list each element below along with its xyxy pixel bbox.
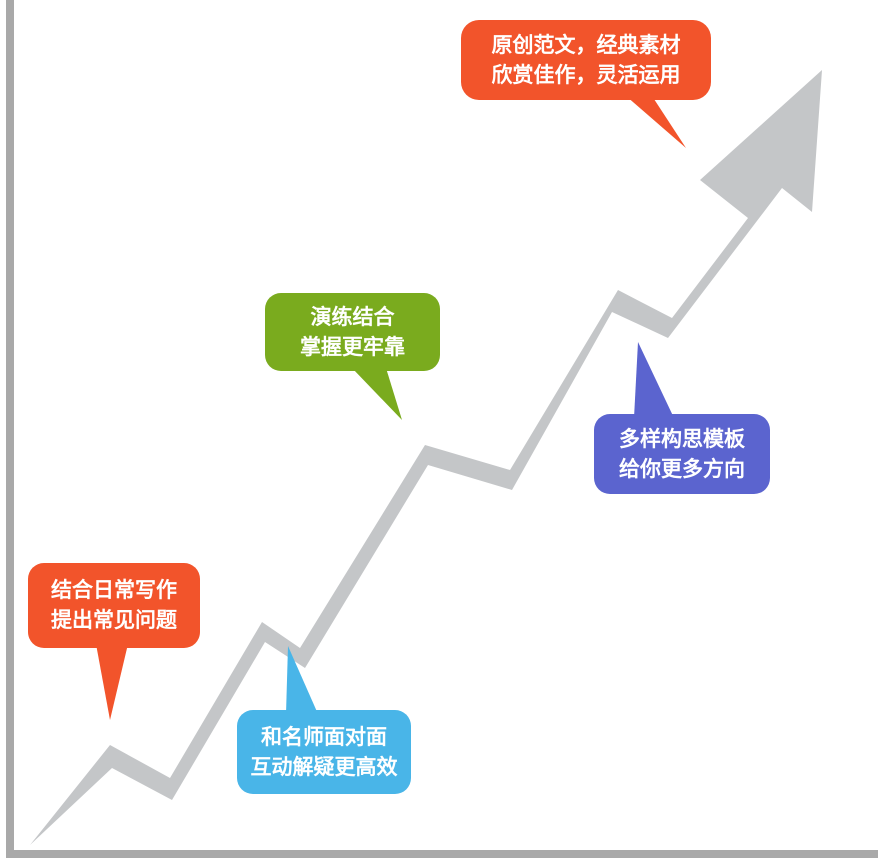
callout-left-bubble <box>28 563 200 720</box>
horizontal-axis-line <box>6 850 878 858</box>
callout-top-line-2: 欣赏佳作，灵活运用 <box>491 63 681 87</box>
callout-cyan-line-1: 和名师面对面 <box>261 725 387 749</box>
growth-arrow <box>30 70 822 845</box>
callout-left-text: 结合日常写作 提出常见问题 <box>28 575 200 635</box>
callout-blue-text: 多样构思模板 给你更多方向 <box>594 424 770 484</box>
callout-blue-line-1: 多样构思模板 <box>619 427 745 451</box>
callout-cyan-text: 和名师面对面 互动解疑更高效 <box>237 722 411 782</box>
callout-blue-bubble <box>594 342 770 494</box>
callout-cyan-bubble <box>237 646 411 794</box>
vertical-axis-line <box>6 0 14 858</box>
callout-cyan-line-2: 互动解疑更高效 <box>250 755 398 779</box>
callout-top-bubble <box>461 20 711 148</box>
callout-left-line-1: 结合日常写作 <box>51 578 177 602</box>
callout-green-bubble <box>265 293 440 420</box>
callout-green-line-2: 掌握更牢靠 <box>300 335 405 359</box>
callout-green-line-1: 演练结合 <box>310 305 395 329</box>
callout-top-text: 原创范文，经典素材 欣赏佳作，灵活运用 <box>461 30 711 90</box>
callout-green-text: 演练结合 掌握更牢靠 <box>265 302 440 362</box>
callout-top-line-1: 原创范文，经典素材 <box>491 33 681 57</box>
callout-left-line-2: 提出常见问题 <box>51 608 177 632</box>
callout-blue-line-2: 给你更多方向 <box>619 457 745 481</box>
